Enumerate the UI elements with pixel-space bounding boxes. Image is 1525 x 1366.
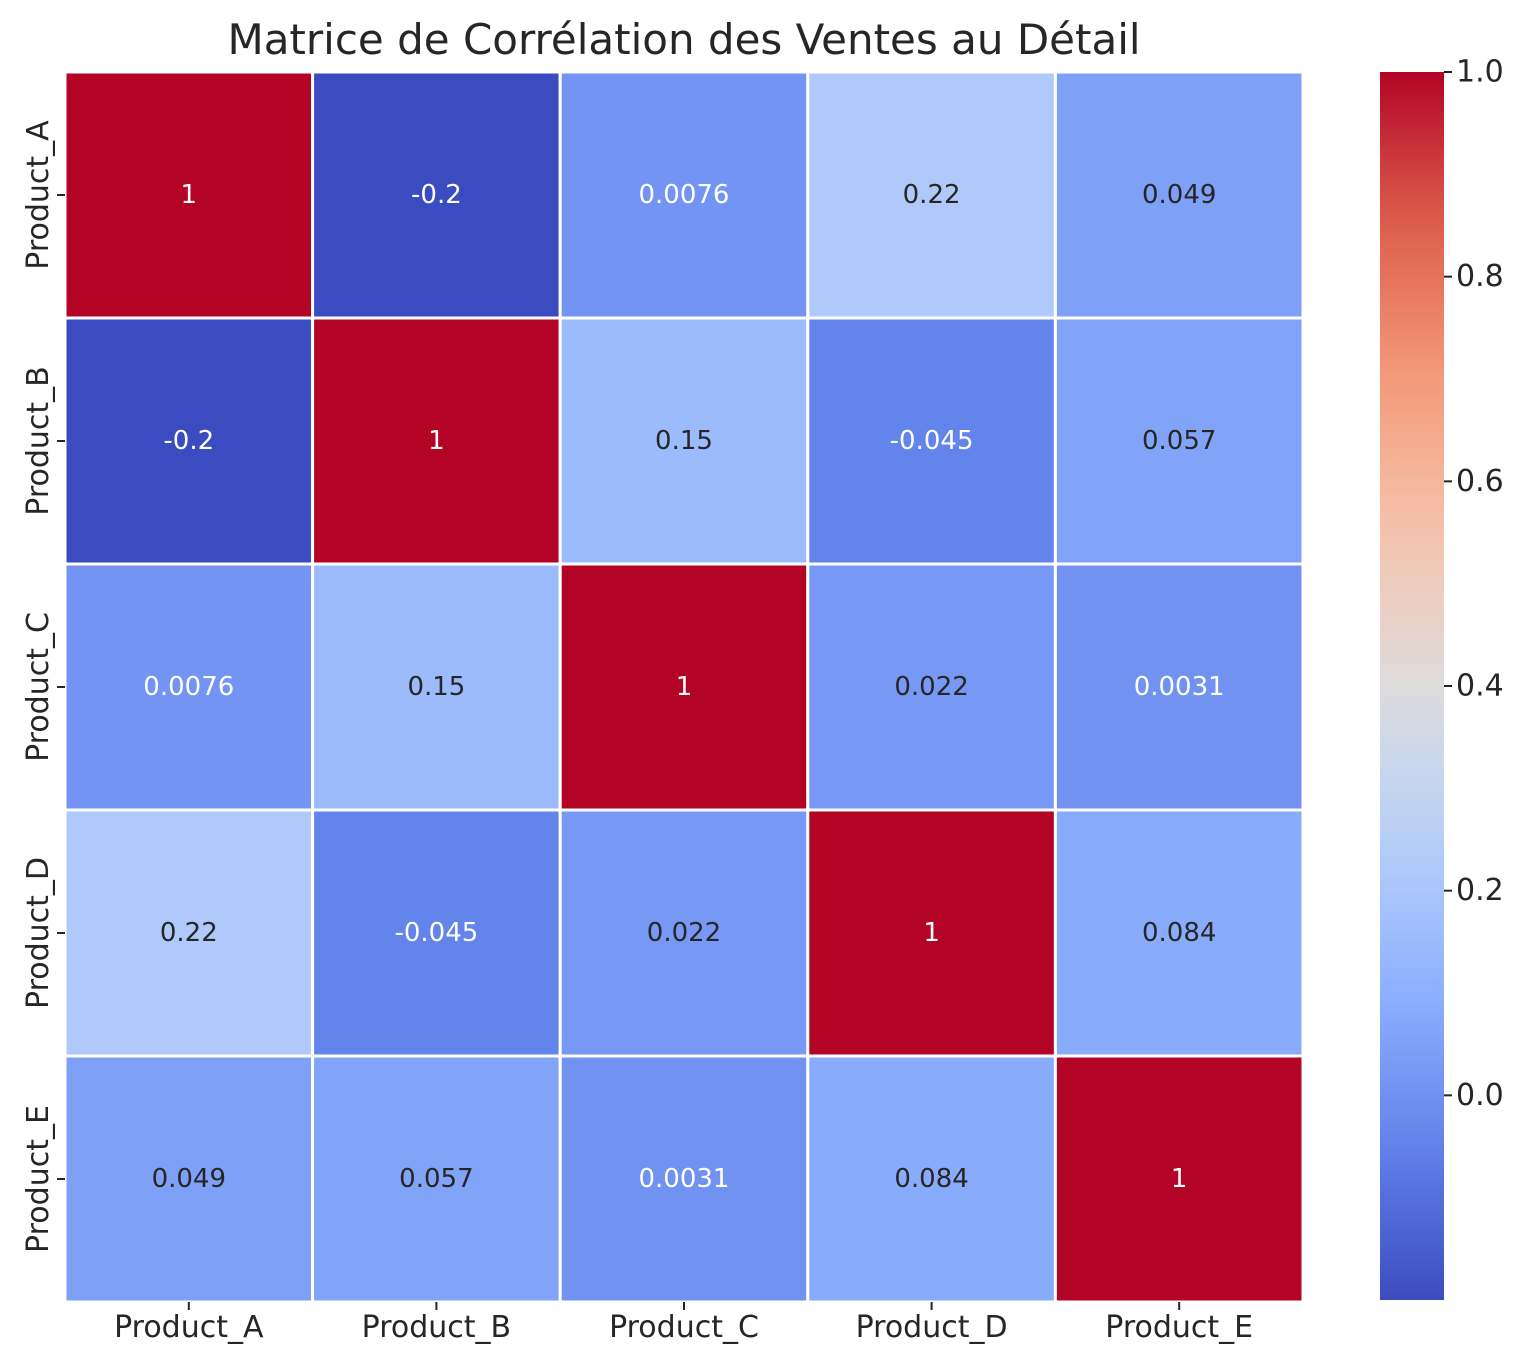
colorbar-tick-label: 0.6 — [1456, 464, 1504, 499]
heatmap-cell-Product_A-Product_C — [558, 70, 810, 320]
heatmap-cell-label: 0.049 — [1142, 180, 1216, 210]
heatmap-cell-Product_C-Product_B — [311, 562, 562, 812]
heatmap-cell-Product_A-Product_A — [63, 70, 315, 320]
heatmap-cell-label: 0.049 — [152, 1164, 226, 1194]
heatmap-cell-label: 0.057 — [1142, 426, 1216, 456]
heatmap-cell-label: 0.022 — [647, 918, 721, 948]
heatmap-cell-label: 1 — [923, 918, 940, 948]
x-tick-label: Product_E — [1105, 1310, 1253, 1345]
heatmap-cell-Product_C-Product_E — [1053, 562, 1305, 812]
heatmap-cell-Product_E-Product_A — [63, 1054, 315, 1304]
x-axis: Product_A Product_B Product_C Product_D Prod… — [114, 1302, 1253, 1345]
heatmap-cell-label: 0.15 — [655, 426, 713, 456]
colorbar-tick-label: 0.2 — [1456, 873, 1504, 908]
colorbar-tick-label: 0.8 — [1456, 259, 1504, 294]
heatmap-cell-Product_E-Product_B — [311, 1054, 562, 1304]
heatmap-cell-label: 1 — [428, 426, 445, 456]
y-tick-label: Product_B — [21, 366, 56, 516]
heatmap-cell-label: 1 — [676, 672, 693, 702]
heatmap-cell-labels: 1 -0.2 0.0076 0.22 0.049 -0.2 1 0.15 -0.045 0.057… — [143, 180, 1224, 1194]
heatmap-cell-Product_D-Product_E — [1053, 808, 1305, 1058]
x-tick-label: Product_A — [114, 1310, 264, 1345]
heatmap-cell-label: 0.22 — [160, 918, 218, 948]
heatmap-cell-label: 1 — [1171, 1164, 1188, 1194]
colorbar: 0.0 0.2 0.4 0.6 0.8 1.0 — [1380, 55, 1504, 1300]
heatmap-cell-Product_D-Product_B — [311, 808, 562, 1058]
heatmap-cell-label: -0.045 — [890, 426, 974, 456]
heatmap-cell-label: 0.15 — [407, 672, 465, 702]
heatmap-cell-Product_B-Product_A — [63, 316, 315, 566]
y-tick-label: Product_A — [21, 120, 56, 270]
x-tick-label: Product_C — [609, 1310, 759, 1345]
colorbar-tick-label: 0.4 — [1456, 669, 1504, 704]
heatmap-cell-Product_A-Product_E — [1053, 70, 1305, 320]
heatmap-cell-Product_D-Product_D — [806, 808, 1057, 1058]
heatmap-cell-label: -0.2 — [411, 180, 462, 210]
colorbar-tick-label: 1.0 — [1456, 55, 1504, 90]
y-axis: Product_A Product_B Product_C Product_D Prod… — [21, 120, 65, 1253]
heatmap-cell-Product_D-Product_C — [558, 808, 810, 1058]
heatmap-cell-Product_E-Product_E — [1053, 1054, 1305, 1304]
heatmap-cell-Product_B-Product_C — [558, 316, 810, 566]
heatmap-cells — [63, 70, 1305, 1304]
colorbar-tick-label: 0.0 — [1456, 1078, 1504, 1113]
heatmap-cell-Product_A-Product_B — [311, 70, 562, 320]
heatmap-cell-label: 0.0031 — [1134, 672, 1225, 702]
chart-title: Matrice de Corrélation des Ventes au Dét… — [227, 15, 1140, 64]
heatmap-cell-label: 0.084 — [1142, 918, 1216, 948]
heatmap-cell-Product_C-Product_C — [558, 562, 810, 812]
heatmap-cell-Product_E-Product_C — [558, 1054, 810, 1304]
heatmap-cell-label: 0.22 — [903, 180, 961, 210]
x-tick-label: Product_B — [362, 1310, 512, 1345]
heatmap-cell-label: 0.057 — [399, 1164, 473, 1194]
heatmap-cell-Product_A-Product_D — [806, 70, 1057, 320]
heatmap-cell-label: 0.0076 — [143, 672, 234, 702]
heatmap-cell-label: -0.2 — [163, 426, 214, 456]
heatmap-cell-label: -0.045 — [394, 918, 478, 948]
y-tick-label: Product_E — [21, 1105, 56, 1253]
heatmap-cell-label: 0.0031 — [639, 1164, 730, 1194]
x-tick-label: Product_D — [856, 1310, 1008, 1345]
heatmap-cell-Product_B-Product_E — [1053, 316, 1305, 566]
heatmap-cell-label: 0.0076 — [639, 180, 730, 210]
heatmap-cell-label: 1 — [181, 180, 198, 210]
heatmap-cell-Product_C-Product_D — [806, 562, 1057, 812]
heatmap-cell-label: 0.022 — [894, 672, 968, 702]
y-tick-label: Product_C — [21, 612, 56, 762]
y-tick-label: Product_D — [21, 857, 56, 1009]
heatmap-cell-label: 0.084 — [894, 1164, 968, 1194]
colorbar-gradient — [1380, 72, 1444, 1300]
